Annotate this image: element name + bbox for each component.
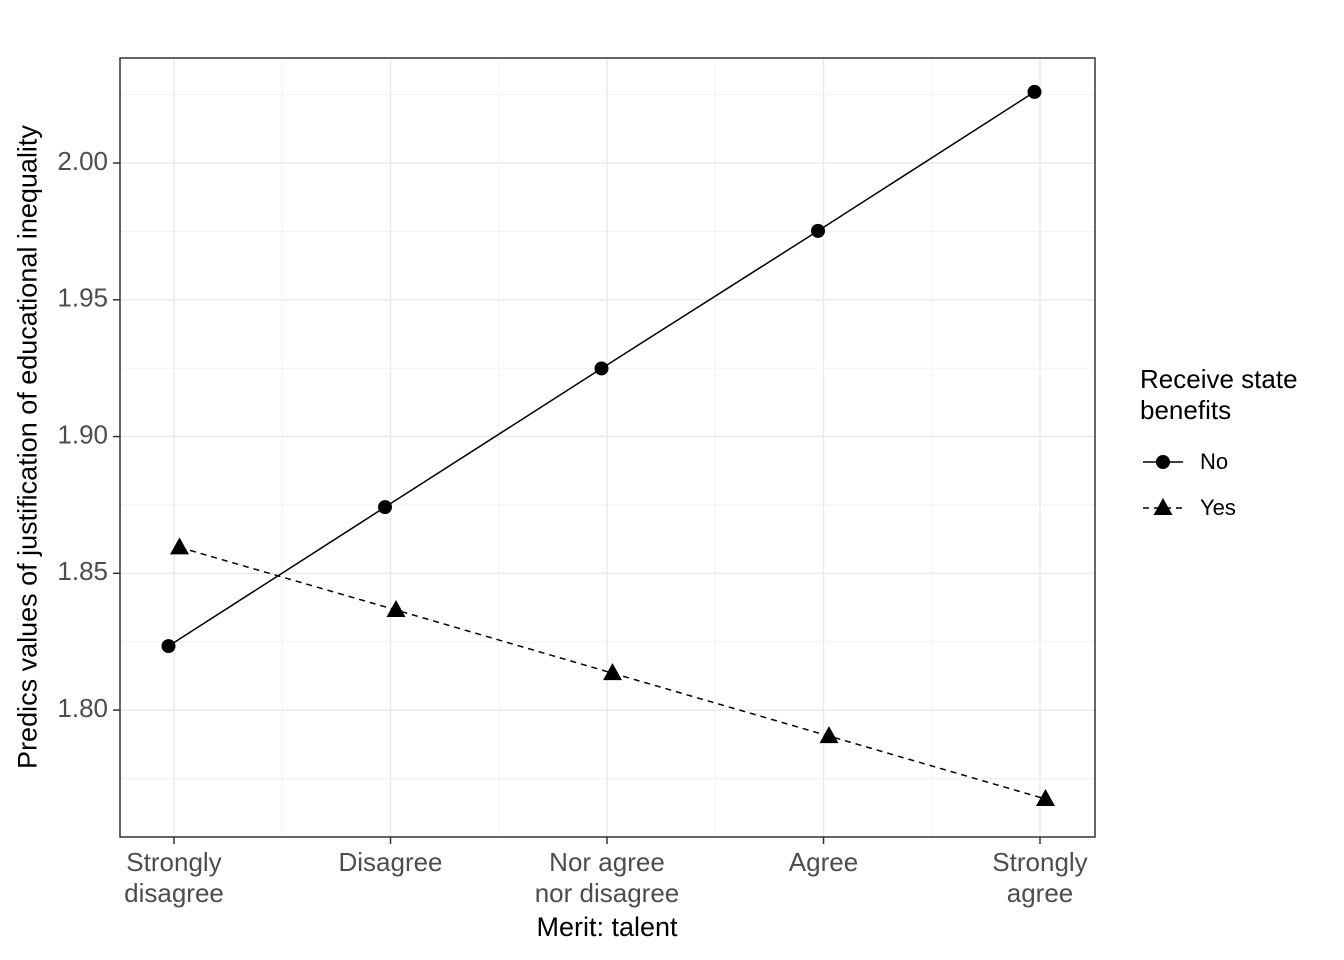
point bbox=[1036, 788, 1055, 806]
point bbox=[811, 223, 825, 238]
x-tick-label: Disagree bbox=[338, 847, 443, 877]
x-tick-label: Agree bbox=[788, 847, 859, 877]
y-tick-label: 1.95 bbox=[57, 283, 108, 313]
y-tick-label: 1.80 bbox=[57, 693, 108, 723]
point bbox=[386, 599, 406, 617]
y-tick-label: 1.85 bbox=[57, 556, 108, 586]
x-tick-label: Strongly disagree bbox=[124, 847, 224, 908]
point bbox=[170, 537, 189, 555]
series-line bbox=[179, 546, 1046, 800]
y-axis-label: Predics values of justification of educa… bbox=[12, 125, 43, 769]
point bbox=[603, 663, 622, 681]
legend-label: Yes bbox=[1200, 495, 1236, 520]
legend-label: No bbox=[1200, 449, 1228, 474]
x-tick-label: Strongly agree bbox=[992, 847, 1088, 908]
x-tick-label: Nor agree nor disagree bbox=[534, 847, 680, 908]
legend-title: Receive state benefits bbox=[1140, 364, 1298, 425]
x-axis-label: Merit: talent bbox=[536, 912, 678, 942]
legend-marker bbox=[1156, 455, 1170, 469]
y-tick-label: 2.00 bbox=[57, 146, 108, 176]
point bbox=[594, 361, 609, 376]
point bbox=[378, 500, 392, 515]
plot-border bbox=[119, 57, 1096, 838]
y-tick-label: 1.90 bbox=[57, 419, 108, 449]
point bbox=[1027, 84, 1042, 99]
point bbox=[819, 726, 839, 744]
point bbox=[161, 639, 176, 654]
legend-marker bbox=[1153, 498, 1173, 515]
